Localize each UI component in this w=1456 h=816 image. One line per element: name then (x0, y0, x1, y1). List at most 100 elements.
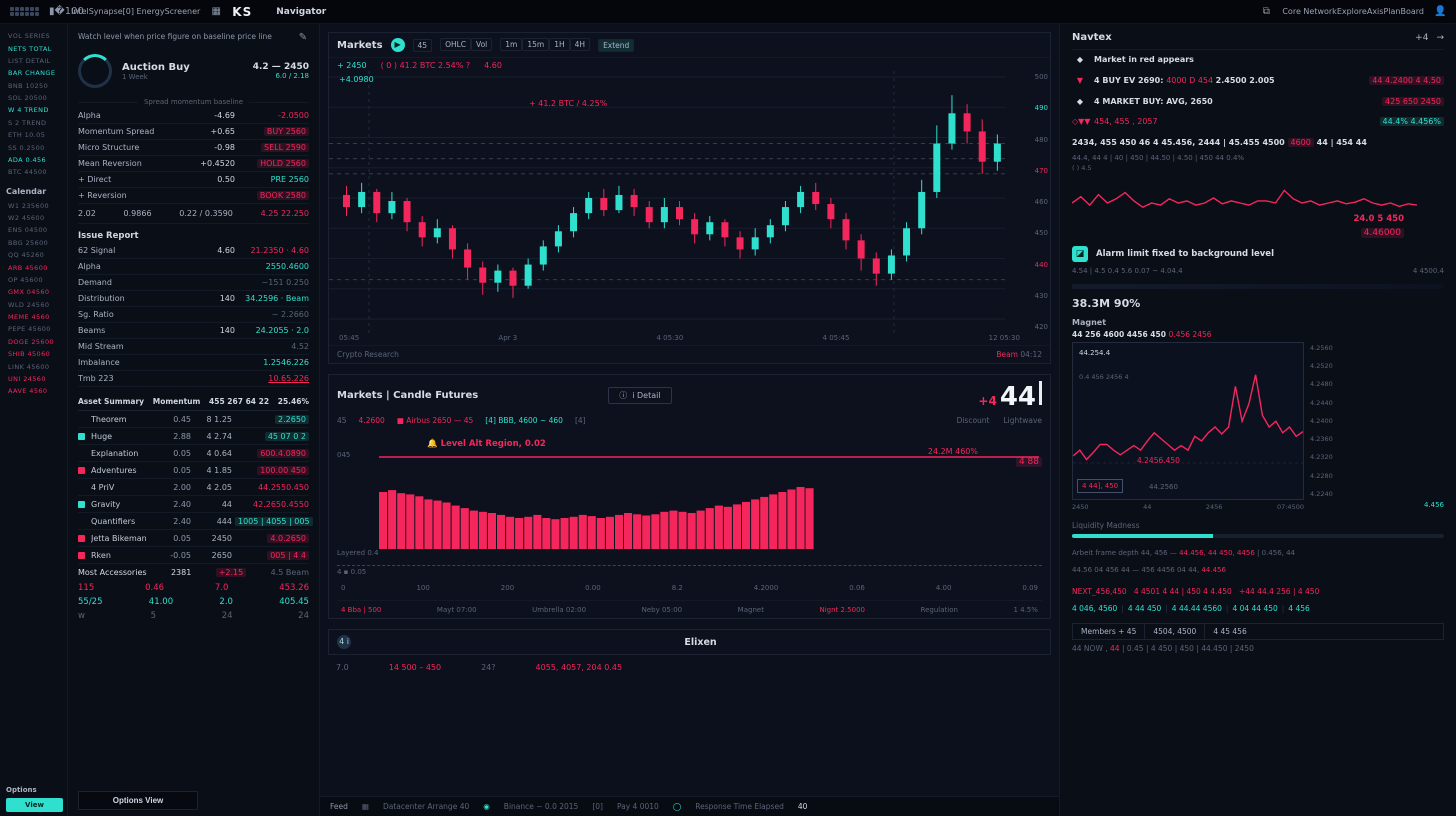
candlestick-svg[interactable] (329, 71, 1035, 333)
footer-item[interactable]: 40 (797, 802, 808, 811)
summary-row[interactable]: Gravity 2.40 44 42.2650.4550 (78, 496, 309, 513)
footer-item[interactable]: Response Time Elapsed (695, 802, 784, 811)
timeframe-button[interactable]: 1H (549, 38, 570, 51)
topbar-item[interactable]: Intel (71, 6, 89, 16)
feed-label[interactable]: Feed (330, 802, 348, 811)
rail-item[interactable]: LINK 45600 (8, 362, 50, 371)
rail-item[interactable]: BNB 10250 (8, 81, 49, 90)
area-svg[interactable] (379, 447, 1039, 551)
topbar-item[interactable]: Explore (1336, 6, 1367, 16)
news-item[interactable]: ▼ 4 BUY EV 2690: 4000 D 454 2.4500 2.005 4… (1072, 71, 1444, 92)
rail-item[interactable]: QQ 45260 (8, 251, 45, 260)
rail-item[interactable]: W2 45600 (8, 214, 45, 223)
app-logo-icon[interactable] (10, 7, 39, 16)
summary-row[interactable]: Quantifiers 2.40 444 1005 | 4055 | 005 (78, 513, 313, 530)
volume-area-chart[interactable]: 045 🔔 Level Alt Region, 0.02 24.2M 460% … (337, 429, 1042, 559)
topbar-item[interactable]: Core Network (1282, 6, 1337, 16)
news-lead-row[interactable]: ◆ Market in red appears (1072, 50, 1444, 71)
brand-logo[interactable]: KS (232, 4, 253, 19)
user-avatar-icon[interactable]: 👤 (1434, 5, 1447, 17)
rail-item[interactable]: BTC 44500 (8, 168, 47, 177)
sparkline-chart[interactable]: 24.0 5 450 4.46000 (1071, 176, 1444, 238)
footer-item[interactable]: Datacenter Arrange 40 (383, 802, 470, 811)
asset-card[interactable]: Auction Buy 1 Week 4.2 — 2450 6.0 / 2.18 (78, 54, 309, 88)
options-view-button[interactable]: Options View (78, 791, 198, 810)
alerts-row[interactable]: NEXT_456,450 4 4501 4 44 | 450 4 4.450 +… (1072, 587, 1444, 596)
rail-view-button[interactable]: View (6, 798, 63, 812)
topbar-item[interactable]: Board (1400, 6, 1424, 16)
topbar-item[interactable]: [0] Energy (122, 6, 165, 16)
news-item[interactable]: ◇▼▼ 454, 455 , 2057 44.4% 4.456% (1072, 112, 1444, 133)
rail-item[interactable]: SS 0.2500 (8, 143, 45, 152)
rail-item[interactable]: ADA 0.456 (8, 155, 47, 164)
navtex-action-button[interactable]: → (1436, 32, 1444, 43)
footer-item[interactable]: Binance ~ 0.0 2015 (503, 802, 579, 811)
topbar-item[interactable]: Synapse (88, 6, 123, 16)
rail-item[interactable]: WLD 24560 (8, 300, 50, 309)
extend-button[interactable]: Extend (598, 38, 635, 52)
badge-45[interactable]: 45 (412, 38, 433, 52)
rail-item[interactable]: GMX 04560 (8, 288, 50, 297)
magnet-selection-box[interactable]: 4 44], 450 (1077, 478, 1124, 493)
summary-row[interactable]: Adventures 0.05 4 1.85 100.00 450 (78, 462, 309, 479)
footer-item[interactable]: ◉ (483, 802, 490, 811)
rail-item[interactable]: BBG 25600 (8, 238, 49, 247)
layout-icon[interactable]: ⧉ (1262, 5, 1270, 17)
chart-tag[interactable]: Vol (471, 38, 493, 51)
grid-icon[interactable]: ▦ (211, 5, 221, 17)
summary-row[interactable]: Theorem 0.45 8 1.25 2.2650 (78, 411, 309, 428)
alarm-row[interactable]: ◪ Alarm limit fixed to background level (1072, 245, 1444, 262)
rail-item[interactable]: S 2 TREND (8, 118, 47, 127)
topbar-item[interactable]: Screener (164, 6, 201, 16)
footer-item[interactable]: [0] (592, 802, 603, 811)
footer-item[interactable]: ▦ (361, 802, 369, 811)
detail-pill[interactable]: ⓘ i Detail (608, 387, 672, 404)
rail-item[interactable]: SOL 20500 (8, 94, 48, 103)
rail-item[interactable]: DOGE 25600 (8, 337, 55, 346)
footer-item[interactable]: ◯ (672, 802, 682, 811)
sparkline-svg[interactable] (1071, 176, 1418, 228)
rail-item[interactable]: W 4 TREND (8, 106, 49, 115)
pin-icon[interactable]: ✎ (298, 32, 308, 43)
news-item[interactable]: ◆ 4 MARKET BUY: AVG, 2650 425 650 2450 (1072, 92, 1444, 113)
timeframe-button[interactable]: 1m (500, 38, 523, 51)
footer-item[interactable]: Pay 4 0010 (616, 802, 659, 811)
timeframe-button[interactable]: 15m (522, 38, 550, 51)
rail-item[interactable]: AAVE 4560 (8, 387, 48, 396)
elixen-icon[interactable]: 4 i (337, 635, 351, 649)
rail-item[interactable]: OP 45600 (8, 275, 43, 284)
headline-row[interactable]: 2434, 455 450 46 4 45.456, 2444 | 45.455… (1072, 133, 1444, 154)
rail-item[interactable]: NETS TOTAL (8, 44, 52, 53)
rail-item[interactable]: BAR CHANGE (8, 69, 56, 78)
magnet-chart[interactable]: 44.254.4 0.4 456 2456 4 4.2456.450 4 44]… (1072, 341, 1304, 500)
rail-item[interactable]: PEPE 45600 (8, 325, 51, 334)
summary-row[interactable]: 4 PriV 2.00 4 2.05 44.2550.450 (78, 479, 309, 496)
topbar-item[interactable]: Axis (1366, 6, 1384, 16)
most-val: 2381 (170, 568, 192, 577)
navtex-action-button[interactable]: +4 (1415, 32, 1429, 43)
rail-item[interactable]: LIST DETAIL (8, 56, 51, 65)
timeframe-button[interactable]: 4H (569, 38, 591, 51)
play-button[interactable]: ▶ (390, 38, 405, 52)
subrow-right: Discount Lightwave (957, 416, 1042, 425)
summary-row[interactable]: Jetta Bikeman 0.05 2450 4.0.2650 (78, 530, 309, 547)
chart-icon[interactable]: ▮�100 (49, 5, 84, 17)
candlestick-chart[interactable]: 500 490 480 470 460 450 440 430 420 +4.0980 + 41… (329, 71, 1050, 333)
text-segment: 2434, 455 450 46 4 45.456, 2444 | 45.455… (1072, 138, 1288, 148)
rail-item[interactable]: VOL SERIES (8, 32, 51, 41)
topbar-item[interactable]: Plan (1383, 6, 1401, 16)
summary-row[interactable]: Huge 2.88 4 2.74 45 07 0 2 (78, 428, 309, 445)
rail-item[interactable]: ARB 45600 (8, 263, 48, 272)
summary-row[interactable]: Explanation 0.05 4 0.64 600.4.0890 (78, 445, 309, 462)
members-row[interactable]: Members + 45 4504, 4500 4 45 456 (1072, 622, 1444, 640)
magnet-svg[interactable] (1072, 343, 1304, 499)
summary-row[interactable]: Rken -0.05 2650 005 | 4 4 (78, 547, 309, 564)
rail-item[interactable]: MEME 4560 (8, 313, 50, 322)
chart-tag[interactable]: OHLC (440, 38, 472, 51)
rail-item[interactable]: SHIB 45060 (8, 350, 51, 359)
rail-item[interactable]: UNI 24560 (8, 374, 46, 383)
rail-item[interactable]: ETH 10.05 (8, 131, 46, 140)
elixen-bar[interactable]: 4 i Elixen (328, 629, 1051, 655)
rail-item[interactable]: W1 235600 (8, 201, 50, 210)
rail-item[interactable]: ENS 04500 (8, 226, 48, 235)
